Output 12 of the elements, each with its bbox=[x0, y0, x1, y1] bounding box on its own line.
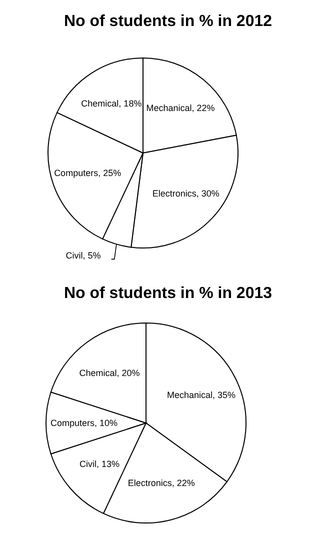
slice-label: Electronics, 22% bbox=[128, 478, 195, 488]
chart-title: No of students in % in 2013 bbox=[64, 285, 272, 302]
slice-label: Electronics, 30% bbox=[152, 188, 220, 198]
slice-label: Computers, 25% bbox=[54, 168, 122, 178]
slice-label: Civil, 13% bbox=[79, 459, 120, 470]
chart-title: No of students in % in 2012 bbox=[64, 13, 272, 30]
slice-label: Mechanical, 22% bbox=[146, 102, 215, 113]
slice-label: Chemical, 20% bbox=[79, 368, 140, 378]
slice-label: Mechanical, 35% bbox=[166, 390, 236, 400]
slice-label: Chemical, 18% bbox=[81, 98, 142, 108]
slice-label: Computers, 10% bbox=[50, 418, 118, 428]
slice-label: Civil, 5% bbox=[66, 250, 101, 260]
